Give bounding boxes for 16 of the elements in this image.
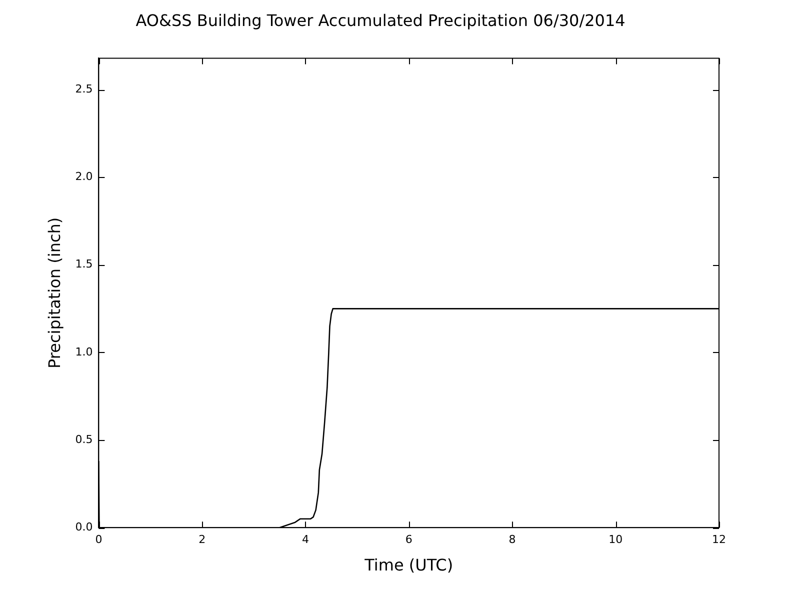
x-tick-label: 2 <box>198 533 206 546</box>
y-tick-label: 0.5 <box>75 432 93 446</box>
y-axis-title: Precipitation (inch) <box>44 217 64 368</box>
y-tick-label: 0.0 <box>75 520 93 534</box>
x-tick-label: 4 <box>302 533 309 546</box>
x-tick-label: 12 <box>712 533 726 546</box>
y-tick-label: 1.0 <box>75 345 93 358</box>
y-tick-label: 2.0 <box>75 170 93 184</box>
x-tick-label: 10 <box>608 533 623 546</box>
x-tick-label: 6 <box>405 533 412 546</box>
y-tick-label: 2.5 <box>75 82 93 96</box>
y-tick-label: 1.5 <box>75 258 93 271</box>
x-axis-title: Time (UTC) <box>364 556 454 575</box>
x-tick-label: 8 <box>508 533 516 546</box>
chart-title: AO&SS Building Tower Accumulated Precipitation 06/30/2014 <box>136 10 626 30</box>
x-tick-label: 0 <box>95 533 102 546</box>
